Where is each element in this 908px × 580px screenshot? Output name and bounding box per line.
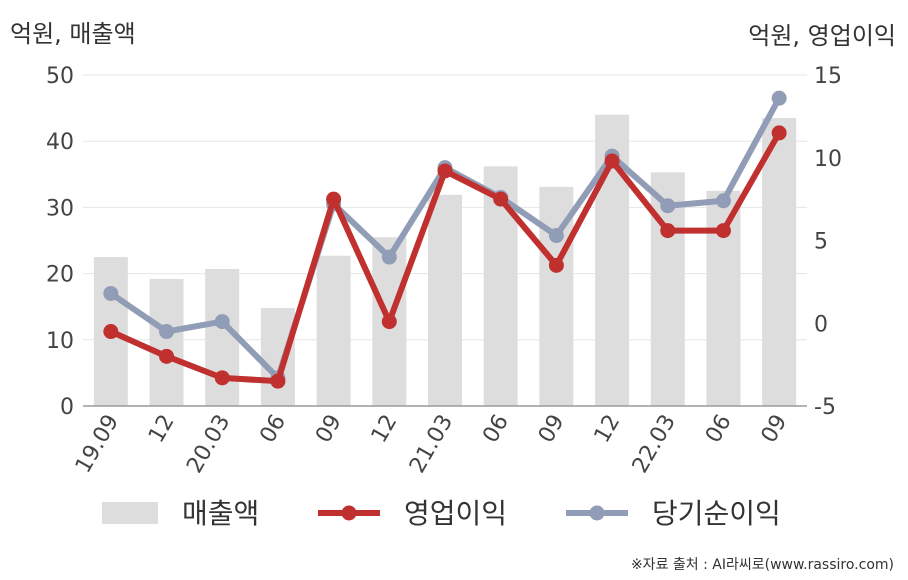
x-tick-label: 09 bbox=[311, 411, 347, 448]
x-tick-label: 06 bbox=[701, 411, 737, 448]
x-tick-label: 12 bbox=[367, 411, 403, 448]
y-left-tick-label: 50 bbox=[46, 64, 74, 89]
series-point bbox=[159, 348, 175, 364]
x-tick-label: 22.03 bbox=[628, 411, 681, 478]
x-tick-label: 09 bbox=[757, 411, 793, 448]
bar bbox=[316, 255, 351, 406]
series-point bbox=[381, 314, 397, 330]
right-axis-unit: 억원, 영업이익 bbox=[748, 22, 896, 50]
series-point bbox=[103, 324, 119, 340]
bar bbox=[149, 278, 184, 406]
left-axis-unit: 억원, 매출액 bbox=[10, 20, 136, 48]
series-point bbox=[548, 228, 564, 244]
x-tick-label: 12 bbox=[144, 411, 180, 448]
legend-label: 당기순이익 bbox=[652, 497, 781, 530]
series-point bbox=[604, 153, 620, 169]
y-right-tick-label: 10 bbox=[814, 147, 842, 172]
x-tick-label: 19.09 bbox=[71, 411, 124, 478]
x-tick-label: 06 bbox=[255, 411, 291, 448]
series-point bbox=[103, 285, 119, 301]
y-right-tick-label: 5 bbox=[814, 230, 828, 255]
series-point bbox=[214, 370, 230, 386]
series-point bbox=[326, 191, 342, 207]
x-tick-label: 09 bbox=[534, 411, 570, 448]
x-tick-label: 21.03 bbox=[405, 411, 458, 478]
series-point bbox=[771, 90, 787, 106]
x-tick-label: 06 bbox=[478, 411, 514, 448]
y-left-tick-label: 20 bbox=[46, 263, 74, 288]
series-point bbox=[493, 191, 509, 207]
series-point bbox=[270, 373, 286, 389]
series-point bbox=[159, 324, 175, 340]
y-left-tick-label: 40 bbox=[46, 130, 74, 155]
series-point bbox=[715, 193, 731, 209]
legend-swatch bbox=[102, 502, 158, 524]
legend-label: 영업이익 bbox=[404, 497, 507, 530]
bar bbox=[260, 308, 295, 406]
bar bbox=[428, 194, 462, 406]
y-right-tick-label: 0 bbox=[814, 312, 828, 337]
y-left-tick-label: 30 bbox=[46, 196, 74, 221]
y-right-tick-label: 15 bbox=[814, 64, 842, 89]
series-point bbox=[437, 163, 453, 179]
legend-label: 매출액 bbox=[182, 497, 259, 530]
series-point bbox=[381, 249, 397, 265]
y-right-tick-label: -5 bbox=[814, 395, 836, 420]
bar bbox=[762, 118, 797, 406]
series-point bbox=[771, 125, 787, 141]
y-left-tick-label: 10 bbox=[46, 329, 74, 354]
x-tick-label: 20.03 bbox=[182, 411, 235, 478]
series-point bbox=[660, 223, 676, 239]
series-point bbox=[548, 257, 564, 273]
legend-marker bbox=[589, 505, 605, 521]
x-tick-label: 12 bbox=[590, 411, 626, 448]
legend-marker bbox=[341, 505, 357, 521]
source-note: ※자료 출처 : AI라씨로(www.rassiro.com) bbox=[630, 557, 894, 573]
series-point bbox=[715, 223, 731, 239]
series-point bbox=[214, 314, 230, 330]
y-left-tick-label: 0 bbox=[60, 395, 74, 420]
series-point bbox=[660, 198, 676, 214]
